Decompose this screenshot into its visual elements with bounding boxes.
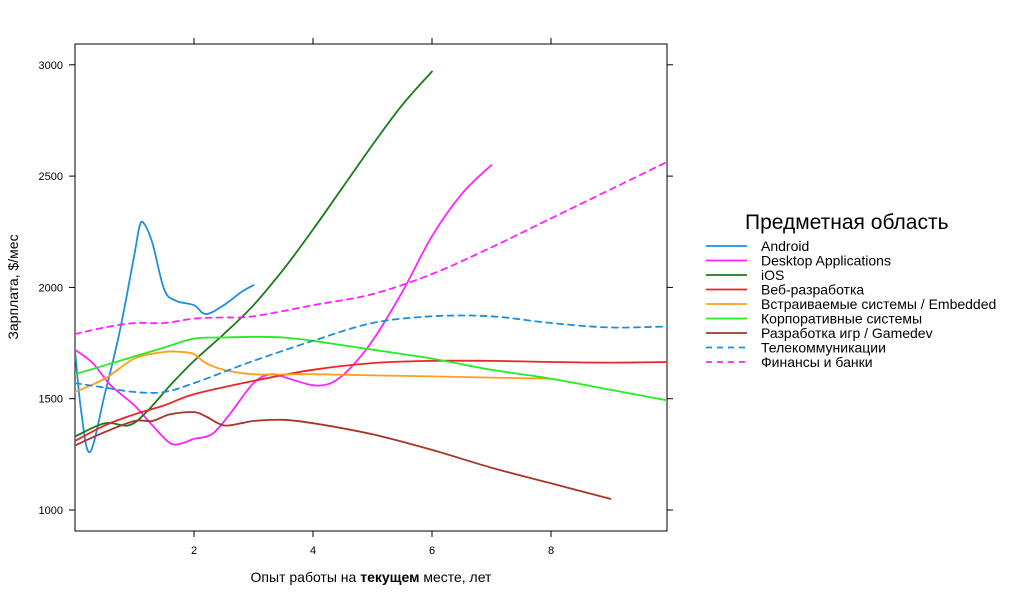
legend-label: Android (761, 238, 809, 254)
plot-panel (74, 43, 668, 532)
x-axis-ticks: 2 4 6 8 (191, 38, 554, 557)
y-axis-title: Зарплата, $/мес (5, 234, 21, 339)
x-tick-label: 6 (429, 545, 435, 557)
series-line-8 (75, 314, 667, 394)
x-axis-title: Опыт работы на текущем месте, лет (251, 569, 493, 585)
x-tick-label: 2 (191, 545, 197, 557)
x-axis-title-emphasis: текущем (360, 569, 419, 585)
y-tick-label: 1000 (39, 505, 63, 517)
y-tick-label: 2500 (39, 171, 63, 183)
legend-label: Встраиваемые системы / Embedded (761, 296, 996, 312)
series-line-3 (75, 70, 433, 438)
y-axis-ticks: 1000 1500 2000 2500 3000 (39, 60, 673, 517)
y-tick-label: 1500 (39, 394, 63, 406)
x-axis-title-part: Опыт работы на (251, 569, 361, 585)
series-line-1 (75, 220, 255, 454)
series-line-5 (75, 350, 552, 393)
x-tick-label: 8 (548, 545, 554, 557)
series-lines (75, 70, 667, 500)
series-line-6 (75, 335, 667, 402)
legend-title: Предметная область (745, 211, 949, 234)
series-line-4 (75, 359, 667, 442)
legend-label: Финансы и банки (761, 354, 873, 370)
legend-label: Корпоративные системы (761, 311, 922, 327)
x-tick-label: 4 (310, 545, 316, 557)
legend-label: Телекоммуникации (761, 340, 886, 356)
series-line-9 (75, 160, 667, 335)
legend-label: iOS (761, 267, 784, 283)
y-tick-label: 2000 (39, 282, 63, 294)
legend-label: Desktop Applications (761, 253, 891, 269)
series-line-2 (75, 164, 493, 446)
series-line-7 (75, 411, 612, 500)
y-tick-label: 3000 (39, 60, 63, 72)
x-axis-title-part: месте, лет (419, 569, 492, 585)
legend-label: Разработка игр / Gamedev (761, 325, 933, 341)
legend-label: Веб-разработка (761, 282, 864, 298)
